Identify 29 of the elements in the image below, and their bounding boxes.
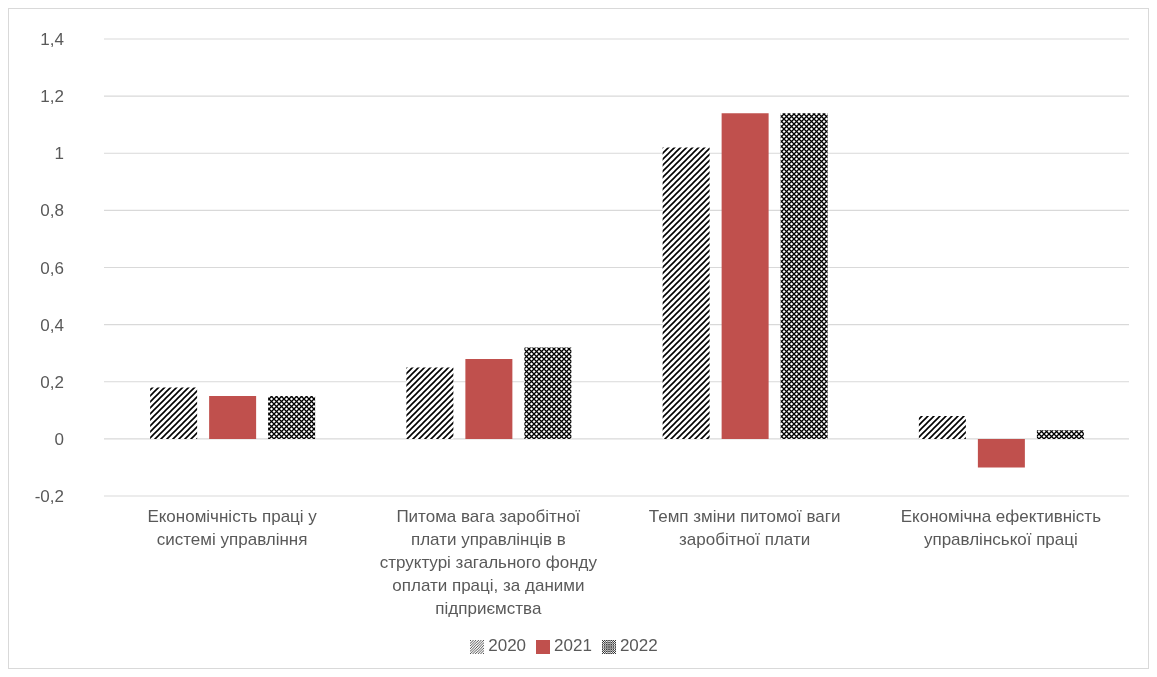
bar — [977, 438, 1025, 468]
y-tick-label: 0,6 — [40, 258, 64, 278]
chart-frame: 2020 2021 2022 Економічність праці у системі управління Питома вага заробітної плати управлінців в структурі загального фонду оплати праці, за даними підприємства Темп зміни питомої ваги заробітної плати Економічна ефективність управлінської праці -0,2 0 0,2 0,4 0,6 0,8 1 1,2 1,4 — [8, 8, 1149, 669]
bar — [465, 358, 513, 439]
y-tick-label: 1,2 — [40, 87, 64, 107]
y-tick-label: 0,8 — [40, 201, 64, 221]
bar — [268, 396, 316, 439]
bar — [524, 347, 572, 439]
bar — [918, 416, 966, 439]
y-tick-label: -0,2 — [34, 487, 64, 507]
y-tick-label: 1,4 — [40, 30, 64, 50]
x-tick-label: Темп зміни питомої ваги заробітної плати — [648, 507, 841, 550]
y-tick-label: 0,4 — [40, 315, 64, 335]
y-tick-label: 0 — [54, 429, 64, 449]
bar — [1036, 430, 1084, 439]
y-tick-label: 0,2 — [40, 372, 64, 392]
x-tick-label: Економічність праці у системі управління — [147, 507, 318, 550]
bar — [780, 113, 828, 439]
bar — [721, 113, 769, 439]
x-tick-label: Економічна ефективність управлінської праці — [900, 507, 1102, 550]
bar — [150, 387, 198, 439]
legend-label: 2021 — [554, 636, 592, 655]
bar — [406, 367, 454, 439]
x-tick-label: Питома вага заробітної плати управлінців в структурі загального фонду оплати праці, за даними підприємства — [379, 507, 598, 619]
legend-label: 2022 — [619, 636, 658, 655]
y-tick-label: 1 — [54, 144, 64, 164]
bar — [662, 147, 710, 439]
legend-label: 2020 — [488, 636, 527, 655]
bar — [209, 396, 257, 439]
